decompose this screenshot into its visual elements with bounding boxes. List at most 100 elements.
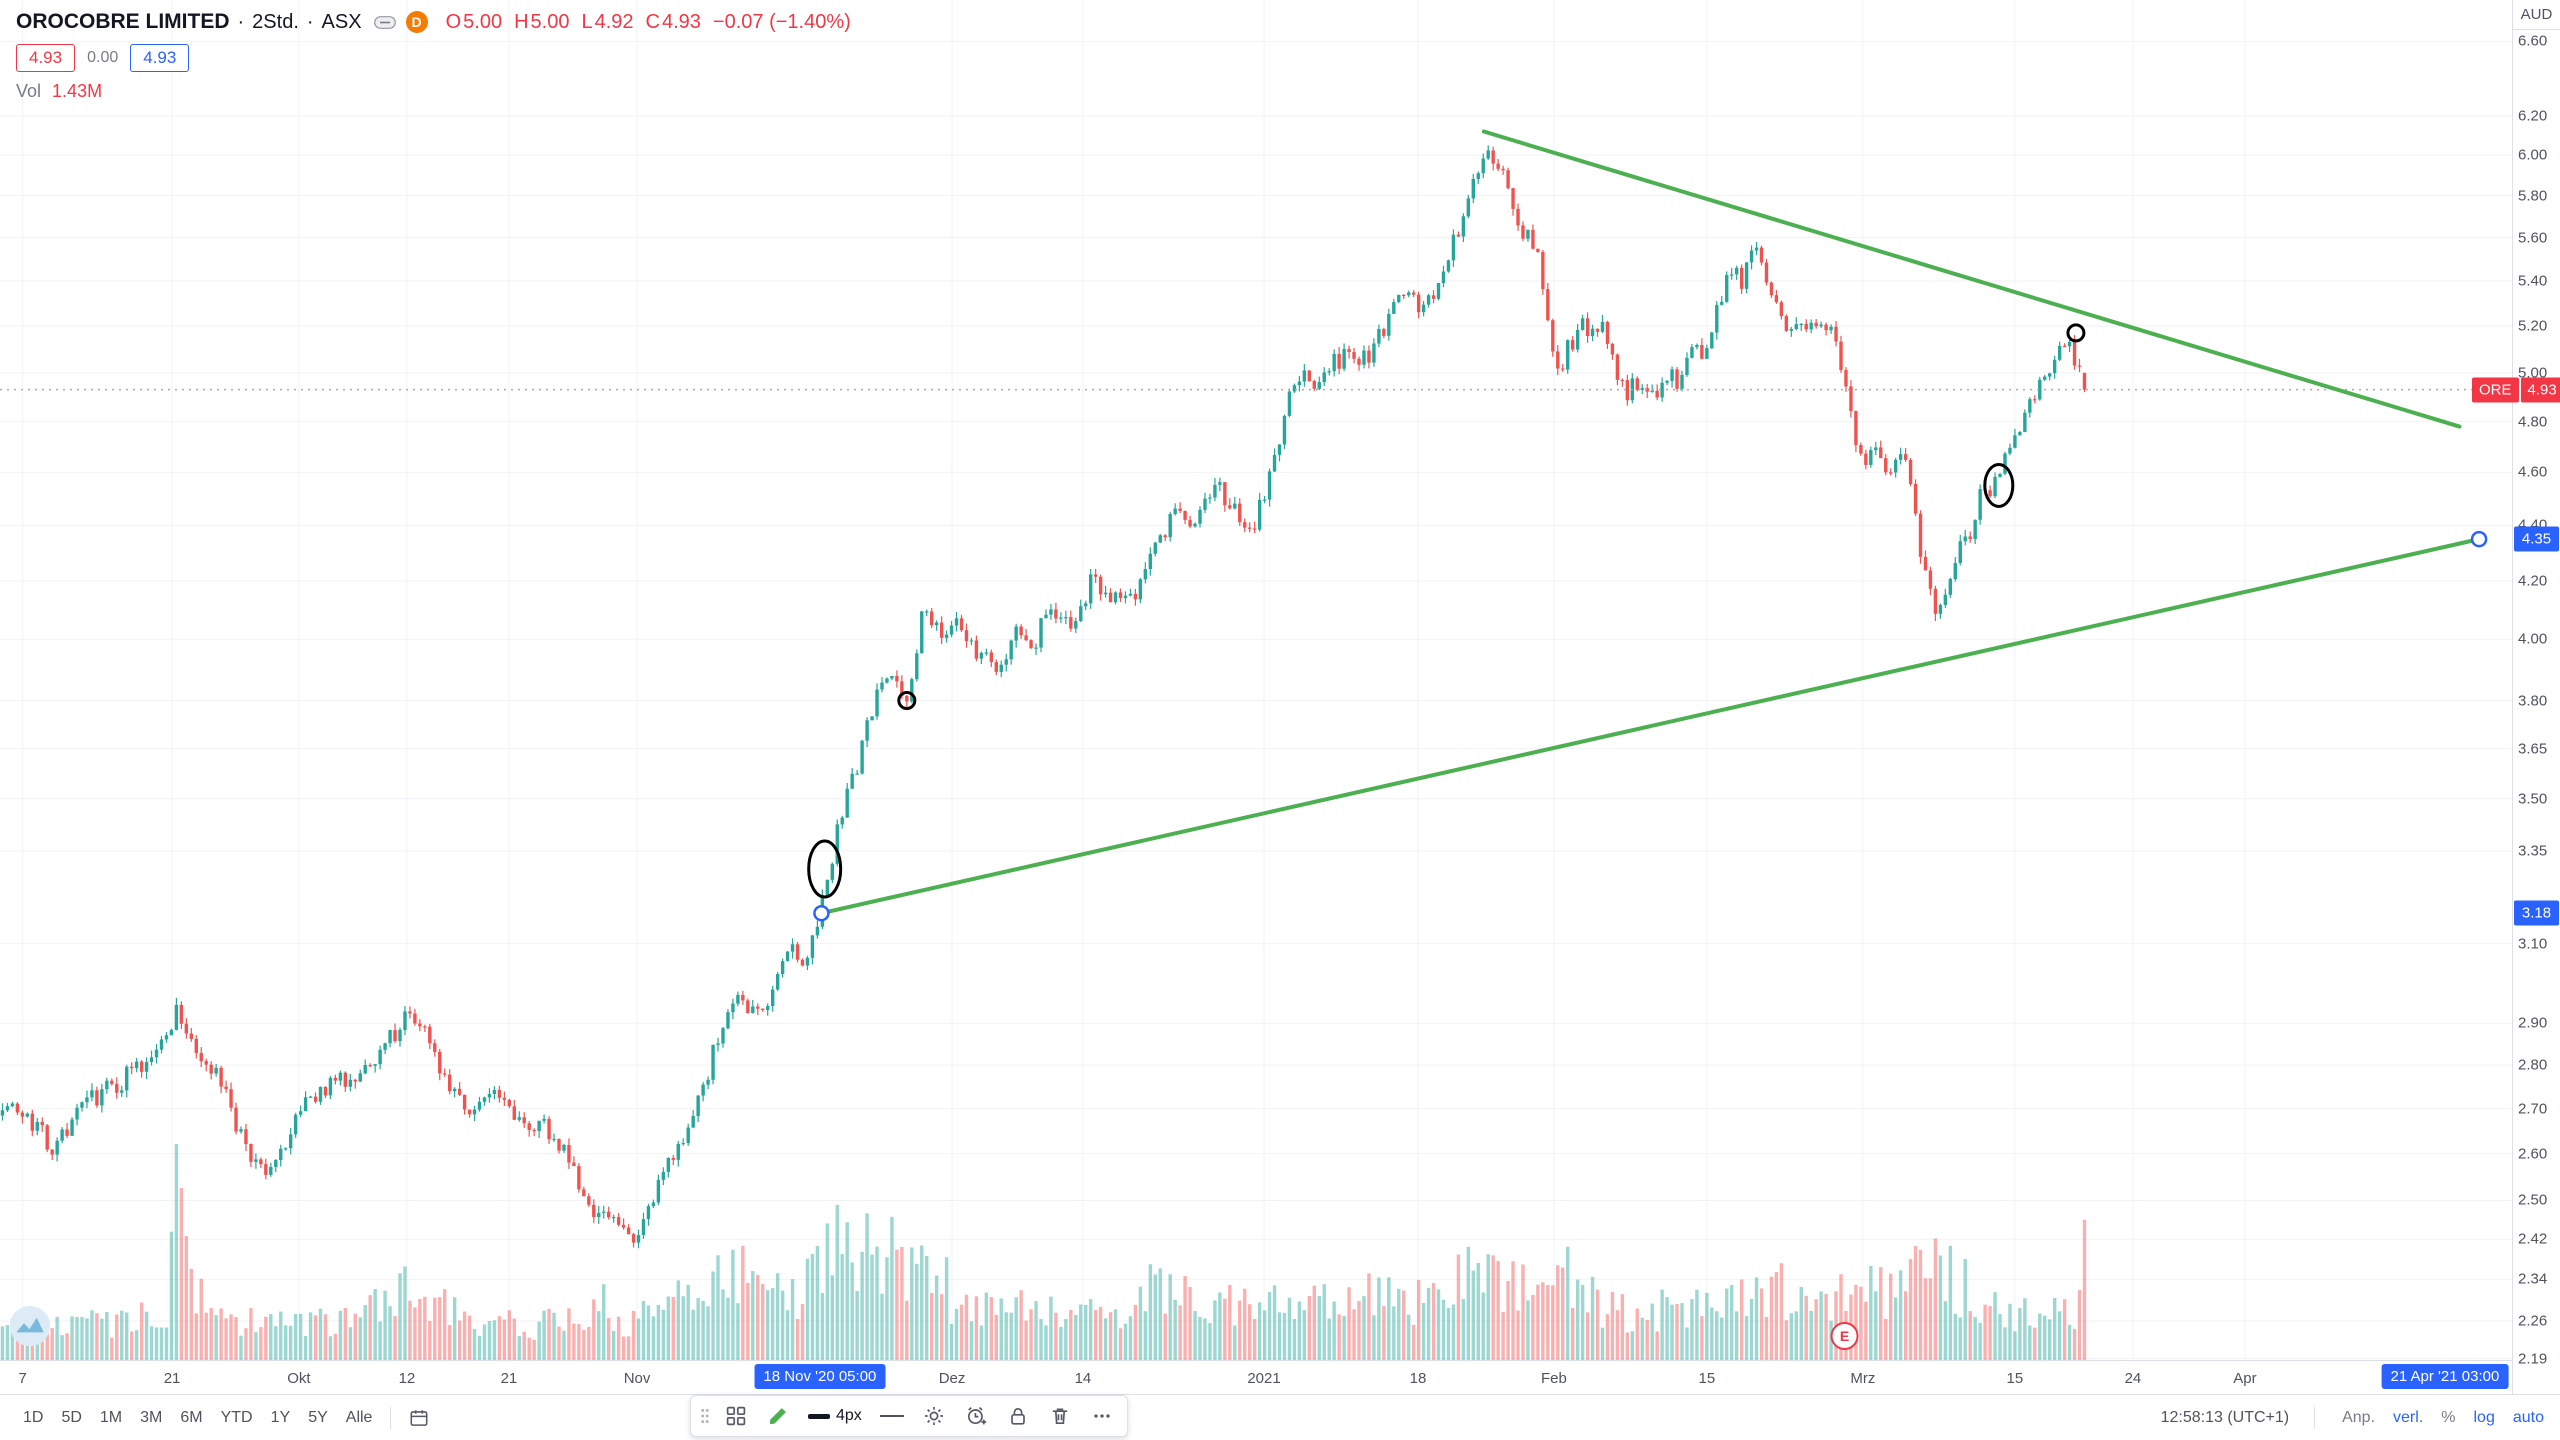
lower-trendline[interactable] <box>819 537 2482 916</box>
price-tick: 5.60 <box>2518 229 2548 247</box>
scale-option-%[interactable]: % <box>2439 1407 2457 1429</box>
line-color-button[interactable] <box>757 1398 799 1434</box>
range-button-3M[interactable]: 3M <box>131 1403 171 1433</box>
range-button-1M[interactable]: 1M <box>91 1403 131 1433</box>
range-button-5Y[interactable]: 5Y <box>299 1403 337 1433</box>
ellipse-annotation-2[interactable] <box>897 691 917 711</box>
line-style-button[interactable] <box>871 1398 913 1434</box>
market-status-icon[interactable] <box>373 15 396 29</box>
gear-icon <box>924 1407 943 1425</box>
drawing-date-label: 18 Nov '20 05:00 <box>754 1364 886 1389</box>
volume-bars <box>0 1144 2087 1360</box>
ellipse-annotation-1[interactable] <box>807 839 843 899</box>
time-tick: 18 <box>1409 1370 1427 1387</box>
templates-button[interactable] <box>715 1398 757 1434</box>
price-tick: 2.42 <box>2518 1230 2548 1248</box>
last-price-value: 4.93 <box>2520 377 2560 403</box>
time-tick: 14 <box>1074 1370 1092 1387</box>
range-buttons: 1D 5D 1M 3M 6M YTD 1Y 5Y Alle <box>14 1403 381 1433</box>
line-width-label: 4px <box>836 1407 862 1424</box>
scale-options: Anp. verl.% log auto <box>2340 1407 2546 1429</box>
chart-canvas[interactable]: E <box>0 0 2512 1360</box>
price-tick: 4.80 <box>2518 413 2548 431</box>
price-tick: 3.35 <box>2518 842 2548 860</box>
change-value: −0.07 (−1.40%) <box>712 10 851 33</box>
bottom-toolbar: 1D 5D 1M 3M 6M YTD 1Y 5Y Alle 12:58:13 (UTC+1) A… <box>0 1394 2560 1440</box>
legend-main-row: OROCOBRE LIMITED · 2Std. · ASX D O 5.00 H… <box>16 10 851 34</box>
clock[interactable]: 12:58:13 (UTC+1) <box>2160 1408 2290 1426</box>
delayed-data-badge[interactable]: D <box>405 11 428 33</box>
ohlc-values: O 5.00 H 5.00 L 4.92 C 4.93 −0.07 (−1.40%) <box>446 11 851 34</box>
volume-label: Vol <box>16 81 42 101</box>
price-tick: 3.50 <box>2518 790 2548 808</box>
settings-button[interactable] <box>913 1398 955 1434</box>
price-tick: 6.60 <box>2518 32 2548 50</box>
lock-icon <box>1010 1407 1025 1425</box>
time-tick: 15 <box>1698 1370 1716 1387</box>
range-button-1D[interactable]: 1D <box>14 1403 52 1433</box>
price-tick: 2.50 <box>2518 1191 2548 1209</box>
drawing-price-label: 4.35 <box>2514 526 2559 552</box>
low-value: L 4.92 <box>581 10 634 33</box>
range-button-1Y[interactable]: 1Y <box>262 1403 300 1433</box>
separator-dot: · <box>306 10 314 33</box>
time-tick: Dez <box>938 1370 966 1387</box>
last-price-symbol: ORE <box>2472 377 2519 403</box>
price-tick: 3.80 <box>2518 692 2548 710</box>
alert-clock-icon <box>967 1407 986 1425</box>
drawing-toolbar: 4px <box>690 1395 1128 1437</box>
price-tick: 4.00 <box>2518 630 2548 648</box>
separator-dot: · <box>237 10 245 33</box>
drag-handle[interactable] <box>695 1398 715 1434</box>
scale-option-verl[interactable]: verl. <box>2391 1407 2425 1429</box>
close-value: C 4.93 <box>645 10 701 33</box>
exchange-label[interactable]: ASX <box>321 10 362 33</box>
time-axis[interactable]: 7 21 Okt 12 21 Nov Dez 14 2021 18 Feb 15 Mrz 15 24 Apr 1… <box>0 1360 2512 1394</box>
spread-value: 0.00 <box>87 49 119 66</box>
range-section: 1D 5D 1M 3M 6M YTD 1Y 5Y Alle <box>14 1403 438 1433</box>
interval-label[interactable]: 2Std. <box>252 10 299 33</box>
lower-trendline-handle-end[interactable] <box>2470 530 2488 548</box>
price-tick: 6.20 <box>2518 107 2548 125</box>
line-style-icon <box>879 1415 904 1417</box>
lock-button[interactable] <box>997 1398 1039 1434</box>
more-button[interactable] <box>1081 1398 1123 1434</box>
time-tick: 7 <box>18 1370 27 1387</box>
scale-option-log[interactable]: log <box>2472 1407 2497 1429</box>
chart-pane[interactable]: E OROCOBRE LIMITED · 2Std. · ASX D O 5.00… <box>0 0 2512 1360</box>
time-tick: 21 <box>500 1370 518 1387</box>
drawing-price-label: 3.18 <box>2514 900 2559 926</box>
range-button-5D[interactable]: 5D <box>52 1403 90 1433</box>
scale-option-anp[interactable]: Anp. <box>2340 1407 2377 1429</box>
ellipse-annotation-3[interactable] <box>1983 462 2015 508</box>
price-tick: 2.70 <box>2518 1100 2548 1118</box>
grid-lines <box>0 0 2512 1360</box>
ellipse-annotation-4[interactable] <box>2066 323 2086 343</box>
price-tick: 3.65 <box>2518 740 2548 758</box>
time-tick: 21 <box>163 1370 181 1387</box>
price-tick: 5.40 <box>2518 272 2548 290</box>
scale-option-auto[interactable]: auto <box>2511 1407 2546 1429</box>
range-button-YTD[interactable]: YTD <box>212 1403 262 1433</box>
price-axis[interactable]: AUD 6.60 6.20 6.00 5.80 5.60 5.40 5.20 5.00 4.80… <box>2512 0 2560 1394</box>
earnings-marker[interactable]: E <box>1830 1322 1859 1350</box>
candlesticks <box>0 145 2087 1249</box>
time-tick: Mrz <box>1850 1370 1876 1387</box>
lower-trendline-handle-start[interactable] <box>813 904 830 922</box>
go-to-date-button[interactable] <box>400 1403 438 1433</box>
time-tick: 2021 <box>1247 1370 1281 1387</box>
more-dots-icon <box>1094 1414 1110 1418</box>
tradingview-logo-icon[interactable] <box>8 1304 52 1348</box>
range-button-6M[interactable]: 6M <box>171 1403 211 1433</box>
upper-trendline[interactable] <box>1481 129 2462 429</box>
line-width-button[interactable]: 4px <box>799 1398 871 1434</box>
toolbar-divider <box>2314 1406 2316 1429</box>
price-tick: 2.60 <box>2518 1145 2548 1163</box>
time-tick: Nov <box>623 1370 651 1387</box>
add-alert-button[interactable] <box>955 1398 997 1434</box>
delete-button[interactable] <box>1039 1398 1081 1434</box>
range-button-Alle[interactable]: Alle <box>337 1403 382 1433</box>
symbol-name[interactable]: OROCOBRE LIMITED <box>16 10 230 33</box>
time-tick: 12 <box>398 1370 416 1387</box>
